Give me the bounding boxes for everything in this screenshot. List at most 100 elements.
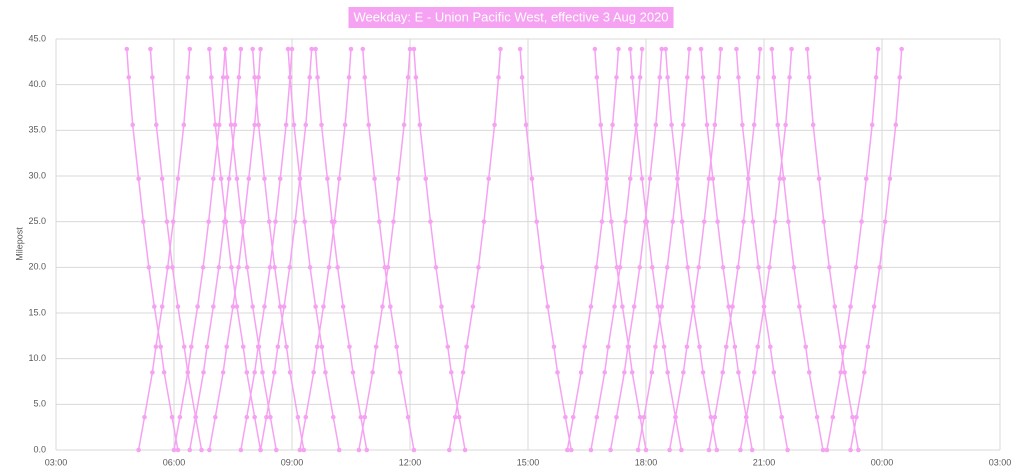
- stop-marker: [277, 304, 283, 309]
- y-tick-label: 35.0: [28, 125, 46, 135]
- stop-marker: [588, 447, 594, 453]
- stop-marker: [838, 344, 844, 350]
- stop-marker: [623, 219, 628, 224]
- stop-marker: [220, 370, 226, 375]
- stop-marker: [199, 447, 204, 453]
- stop-marker: [720, 370, 725, 375]
- stop-marker: [232, 122, 238, 128]
- stop-marker: [175, 176, 181, 182]
- stop-marker: [555, 370, 560, 375]
- stop-marker: [757, 46, 763, 52]
- stop-marker: [669, 122, 674, 128]
- stop-marker: [244, 265, 250, 270]
- stop-marker: [321, 304, 326, 309]
- stop-marker: [252, 414, 257, 420]
- stop-marker: [256, 122, 261, 128]
- stop-marker: [240, 344, 246, 350]
- stop-marker: [464, 344, 469, 350]
- stop-marker: [161, 370, 167, 375]
- stop-marker: [218, 176, 224, 182]
- stop-marker: [736, 370, 741, 375]
- stop-marker: [207, 46, 212, 52]
- stop-marker: [476, 265, 481, 270]
- y-tick-label: 45.0: [28, 33, 46, 43]
- stop-marker: [667, 447, 672, 453]
- stop-marker: [284, 344, 289, 350]
- stop-marker: [314, 344, 320, 350]
- stop-marker: [356, 447, 362, 453]
- stop-marker: [262, 304, 267, 309]
- stop-marker: [745, 176, 751, 182]
- stop-marker: [340, 304, 346, 309]
- stop-marker: [281, 304, 287, 309]
- stop-marker: [715, 219, 720, 224]
- stop-marker: [209, 75, 214, 80]
- stop-marker: [657, 75, 663, 80]
- y-tick-label: 20.0: [28, 262, 46, 272]
- stop-marker: [696, 265, 702, 270]
- stop-marker: [539, 265, 545, 270]
- stop-marker: [130, 122, 135, 128]
- stop-marker: [665, 370, 670, 375]
- stop-marker: [679, 447, 684, 453]
- stop-marker: [313, 46, 318, 52]
- stop-marker: [297, 447, 303, 453]
- stop-marker: [659, 46, 665, 52]
- stop-marker: [481, 219, 487, 224]
- stop-marker: [856, 447, 861, 453]
- stop-marker: [755, 344, 761, 350]
- stop-marker: [150, 75, 155, 80]
- stop-marker: [391, 219, 396, 224]
- stop-marker: [148, 46, 153, 52]
- stop-marker: [751, 370, 757, 375]
- stop-marker: [335, 265, 340, 270]
- stop-marker: [380, 304, 385, 309]
- stop-marker: [187, 447, 193, 453]
- stop-marker: [295, 414, 301, 420]
- stop-marker: [238, 46, 244, 52]
- stop-marker: [710, 176, 716, 182]
- stop-marker: [771, 75, 777, 80]
- stop-marker: [449, 370, 454, 375]
- stop-marker: [670, 219, 676, 224]
- stop-marker: [627, 176, 633, 182]
- stop-marker: [639, 46, 645, 52]
- stop-marker: [779, 414, 784, 420]
- stop-marker: [302, 219, 307, 224]
- stop-marker: [863, 176, 869, 182]
- stop-marker: [220, 75, 226, 80]
- stop-marker: [604, 176, 609, 182]
- stop-marker: [570, 414, 576, 420]
- y-tick-label: 25.0: [28, 216, 46, 226]
- stop-marker: [659, 304, 665, 309]
- stop-marker: [700, 370, 706, 375]
- stop-marker: [755, 75, 761, 80]
- stop-marker: [797, 304, 802, 309]
- stop-marker: [154, 122, 159, 128]
- stop-marker: [244, 414, 250, 420]
- stop-marker: [716, 75, 722, 80]
- stop-marker: [142, 414, 147, 420]
- stop-marker: [804, 46, 810, 52]
- stop-marker: [685, 265, 690, 270]
- stop-marker: [629, 75, 635, 80]
- stop-marker: [629, 370, 635, 375]
- stop-marker: [236, 75, 242, 80]
- stop-marker: [787, 75, 792, 80]
- stop-marker: [460, 370, 466, 375]
- stop-marker: [842, 370, 847, 375]
- stop-marker: [289, 46, 295, 52]
- stop-marker: [411, 447, 417, 453]
- stop-marker: [264, 414, 269, 420]
- stop-marker: [236, 265, 241, 270]
- stop-marker: [661, 344, 667, 350]
- stop-marker: [785, 447, 790, 453]
- stop-marker: [255, 344, 261, 350]
- stop-marker: [875, 46, 881, 52]
- stop-marker: [348, 46, 354, 52]
- stop-marker: [848, 447, 853, 453]
- stop-marker: [165, 265, 171, 270]
- stop-marker: [614, 75, 619, 80]
- stop-marker: [283, 122, 289, 128]
